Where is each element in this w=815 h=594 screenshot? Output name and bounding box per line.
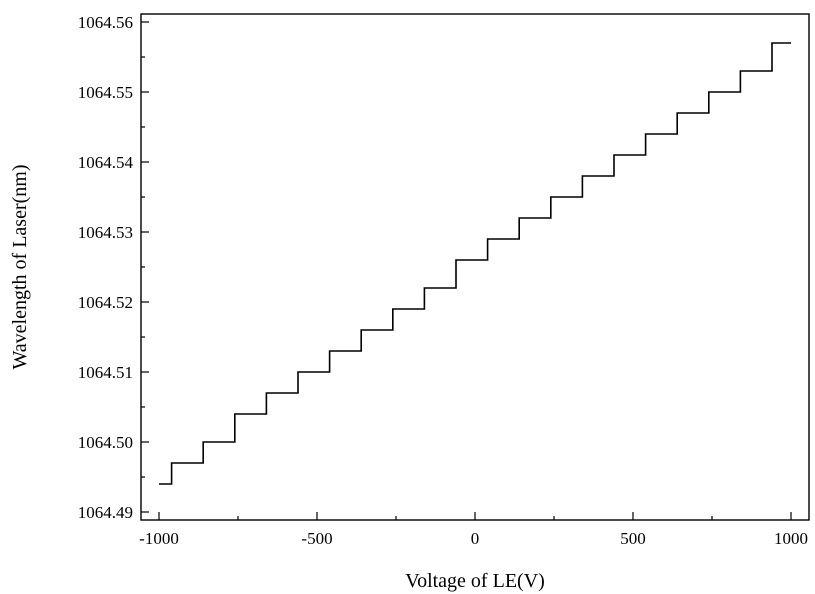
x-axis-tick-labels: -1000 -500 0 500 1000: [139, 529, 808, 548]
x-tick-label: 0: [471, 529, 480, 548]
y-axis-ticks: [141, 21, 149, 513]
x-axis-title: Voltage of LE(V): [405, 570, 545, 592]
y-tick-label: 1064.54: [78, 153, 134, 172]
x-tick-label: 500: [620, 529, 646, 548]
plot-frame: [140, 13, 810, 521]
y-tick-label: 1064.53: [78, 223, 133, 242]
y-axis-title: Wavelength of Laser(nm): [9, 165, 31, 370]
y-tick-label: 1064.56: [78, 13, 133, 32]
y-tick-label: 1064.55: [78, 83, 133, 102]
x-tick-label: 1000: [774, 529, 808, 548]
y-tick-label: 1064.50: [78, 433, 133, 452]
y-tick-label: 1064.51: [78, 363, 133, 382]
y-axis-tick-labels: 1064.49 1064.50 1064.51 1064.52 1064.53 1064.…: [78, 13, 134, 522]
x-tick-label: -500: [301, 529, 332, 548]
y-tick-label: 1064.52: [78, 293, 133, 312]
x-axis-ticks: [158, 512, 792, 520]
y-tick-label: 1064.49: [78, 503, 133, 522]
series-line: [159, 42, 791, 485]
x-tick-label: -1000: [139, 529, 179, 548]
